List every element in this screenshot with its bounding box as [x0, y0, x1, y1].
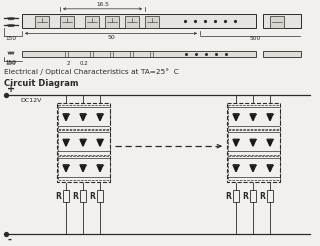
Polygon shape	[267, 114, 273, 121]
Text: 2: 2	[67, 61, 70, 66]
Polygon shape	[97, 165, 103, 172]
Bar	[60, 16, 74, 29]
Polygon shape	[80, 165, 86, 172]
Bar	[228, 130, 279, 154]
Polygon shape	[63, 165, 69, 172]
Text: R: R	[242, 192, 248, 201]
Text: DC12V: DC12V	[20, 98, 41, 103]
Text: 50: 50	[107, 35, 115, 40]
Polygon shape	[267, 165, 273, 172]
Bar	[233, 190, 239, 202]
Bar	[80, 190, 86, 202]
Text: R: R	[72, 192, 78, 201]
Text: R: R	[225, 192, 231, 201]
Text: 16.5: 16.5	[96, 2, 109, 7]
Polygon shape	[250, 114, 256, 121]
Bar	[227, 103, 280, 182]
Polygon shape	[267, 139, 273, 146]
Polygon shape	[63, 114, 69, 121]
Polygon shape	[233, 139, 239, 146]
Bar	[58, 155, 109, 180]
Polygon shape	[233, 165, 239, 172]
Text: -: -	[7, 234, 11, 245]
Bar	[58, 130, 109, 154]
Bar	[228, 105, 279, 129]
Text: 150: 150	[5, 60, 16, 65]
Polygon shape	[250, 139, 256, 146]
Text: 150: 150	[5, 36, 16, 41]
Bar	[57, 103, 110, 182]
Bar	[267, 190, 273, 202]
Polygon shape	[63, 139, 69, 146]
Bar	[105, 16, 119, 29]
Text: Electrical / Optical Characteristics at TA=25°  C: Electrical / Optical Characteristics at …	[4, 69, 179, 76]
Bar	[58, 105, 109, 129]
Text: 0.2: 0.2	[80, 61, 89, 66]
Bar	[263, 51, 301, 57]
Bar	[145, 16, 159, 29]
Polygon shape	[233, 114, 239, 121]
Text: Circuit Diagram: Circuit Diagram	[4, 78, 78, 88]
Text: R: R	[259, 192, 265, 201]
Polygon shape	[97, 114, 103, 121]
Bar	[263, 14, 301, 29]
Bar	[97, 190, 103, 202]
Bar	[250, 190, 256, 202]
Text: 150: 150	[5, 61, 15, 66]
Bar	[228, 155, 279, 180]
Bar	[63, 190, 69, 202]
Bar	[85, 16, 99, 29]
Polygon shape	[250, 165, 256, 172]
Bar	[125, 16, 139, 29]
Bar	[270, 16, 284, 29]
Bar	[22, 51, 256, 57]
Text: +: +	[7, 84, 15, 94]
Polygon shape	[97, 139, 103, 146]
Polygon shape	[80, 114, 86, 121]
Text: R: R	[89, 192, 95, 201]
Text: R: R	[55, 192, 61, 201]
Polygon shape	[80, 139, 86, 146]
Bar	[35, 16, 49, 29]
Bar	[22, 14, 256, 29]
Text: 500: 500	[250, 36, 261, 41]
